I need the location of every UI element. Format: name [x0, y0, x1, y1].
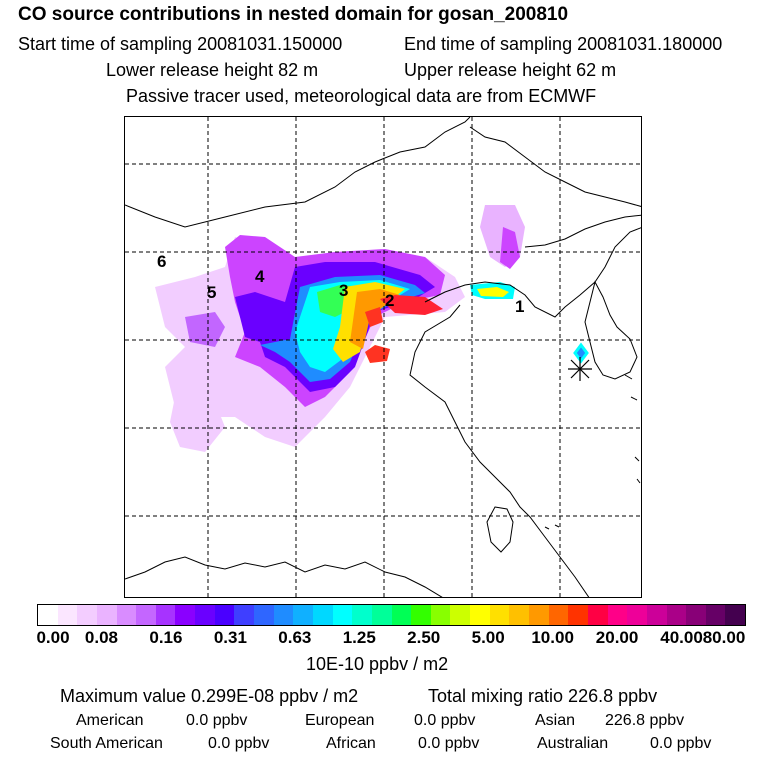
tracer-note: Passive tracer used, meteorological data…: [126, 86, 597, 106]
receptor-diamond: [573, 342, 589, 364]
colorbar-tick-label: 0.16: [149, 628, 183, 647]
plume: [155, 205, 589, 452]
colorbar-tick-label: 80.00: [702, 628, 746, 647]
colorbar-swatch: [627, 605, 647, 625]
border-southwest: [125, 556, 443, 597]
colorbar-tick-label: 0.00: [36, 628, 70, 647]
colorbar-tick-label: 5.00: [471, 628, 505, 647]
plume-light-halo-south: [170, 397, 225, 452]
region-label-4: 4: [255, 267, 265, 286]
region-label-6: 6: [157, 252, 167, 271]
colorbar-swatch: [430, 605, 451, 625]
source-name-american: American: [76, 712, 144, 729]
colorbar-swatch: [529, 605, 549, 625]
plume-yellow-east: [477, 287, 509, 297]
colorbar-swatch: [312, 605, 333, 625]
colorbar-swatch: [548, 605, 569, 625]
colorbar-swatch: [725, 605, 746, 625]
colorbar: [37, 604, 746, 626]
colorbar-swatch: [646, 605, 667, 625]
total-mixing-ratio: Total mixing ratio 226.8 ppbv: [428, 686, 658, 706]
border-north-east-2: [524, 214, 641, 248]
colorbar-tick-label: 40.00: [660, 628, 703, 647]
colorbar-swatch: [705, 605, 726, 625]
region-label-2: 2: [385, 291, 395, 310]
colorbar-swatch: [77, 605, 97, 625]
region-label-1: 1: [515, 297, 525, 316]
colorbar-swatch: [371, 605, 392, 625]
source-name-asian: Asian: [535, 712, 576, 729]
plume-red-core: [380, 295, 443, 315]
colorbar-swatch: [116, 605, 137, 625]
colorbar-tick-label: 0.08: [84, 628, 118, 647]
islands-japan: [544, 374, 641, 530]
region-label-3: 3: [339, 281, 349, 300]
maximum-value: Maximum value 0.299E-08 ppbv / m2: [60, 686, 359, 706]
colorbar-swatch: [509, 605, 530, 625]
colorbar-swatch: [568, 605, 588, 625]
colorbar-swatch: [195, 605, 215, 625]
colorbar-swatch: [273, 605, 294, 625]
coast-bohai: [424, 227, 641, 318]
border-northeast: [469, 126, 641, 207]
colorbar-swatch: [136, 605, 156, 625]
coast-taiwan: [486, 506, 514, 553]
colorbar-swatch: [57, 605, 78, 625]
colorbar-swatch: [666, 605, 687, 625]
source-name-european: European: [305, 712, 375, 729]
plume-magenta-north: [500, 227, 520, 269]
colorbar-tick-label: 0.31: [213, 628, 247, 647]
colorbar-tick-label: 1.25: [342, 628, 376, 647]
colorbar-swatch: [607, 605, 628, 625]
colorbar-swatch: [450, 605, 471, 625]
source-value-asian: 226.8 ppbv: [605, 712, 685, 729]
source-name-australian: Australian: [537, 735, 609, 752]
colorbar-swatch: [96, 605, 117, 625]
source-value-australian: 0.0 ppbv: [650, 735, 712, 752]
figure-title: CO source contributions in nested domain…: [18, 4, 569, 25]
colorbar-tick-label: 10.00: [531, 628, 574, 647]
source-name-south-american: South American: [50, 735, 163, 752]
colorbar-swatch: [155, 605, 176, 625]
colorbar-swatch: [352, 605, 372, 625]
colorbar-swatch: [214, 605, 235, 625]
plume-magenta-west: [185, 312, 225, 347]
region-label-5: 5: [207, 283, 217, 302]
lower-height-label: Lower release height 82 m: [106, 60, 319, 80]
colorbar-swatch: [234, 605, 255, 625]
colorbar-tick-label: 2.50: [407, 628, 441, 647]
colorbar-swatch: [38, 605, 58, 625]
upper-height-label: Upper release height 62 m: [404, 60, 617, 80]
border-north: [125, 117, 471, 228]
coast-china-east: [409, 304, 590, 597]
colorbar-swatch: [470, 605, 490, 625]
colorbar-swatch: [411, 605, 431, 625]
source-value-south-american: 0.0 ppbv: [208, 735, 270, 752]
map-canvas: [125, 117, 641, 597]
plume-red-core-west: [365, 307, 383, 327]
colorbar-swatch: [293, 605, 313, 625]
source-value-american: 0.0 ppbv: [186, 712, 248, 729]
graticule: [125, 117, 641, 597]
start-time-label: Start time of sampling 20081031.150000: [18, 34, 343, 54]
end-time-label: End time of sampling 20081031.180000: [404, 34, 723, 54]
source-value-african: 0.0 ppbv: [418, 735, 480, 752]
colorbar-swatch: [686, 605, 706, 625]
source-value-european: 0.0 ppbv: [414, 712, 476, 729]
colorbar-swatch: [587, 605, 608, 625]
source-name-african: African: [326, 735, 376, 752]
colorbar-units: 10E-10 ppbv / m2: [306, 654, 449, 674]
colorbar-swatch: [175, 605, 196, 625]
asterisk-icon: [568, 357, 592, 381]
coast-korea: [584, 280, 638, 380]
map-panel: 1 2 3 4 5 6: [124, 116, 642, 598]
coastlines: [125, 117, 641, 597]
colorbar-swatch: [254, 605, 274, 625]
colorbar-swatch: [489, 605, 510, 625]
colorbar-tick-label: 0.63: [278, 628, 312, 647]
colorbar-swatch: [332, 605, 353, 625]
plume-orange: [350, 289, 400, 349]
colorbar-tick-label: 20.00: [595, 628, 639, 647]
colorbar-swatch: [391, 605, 412, 625]
